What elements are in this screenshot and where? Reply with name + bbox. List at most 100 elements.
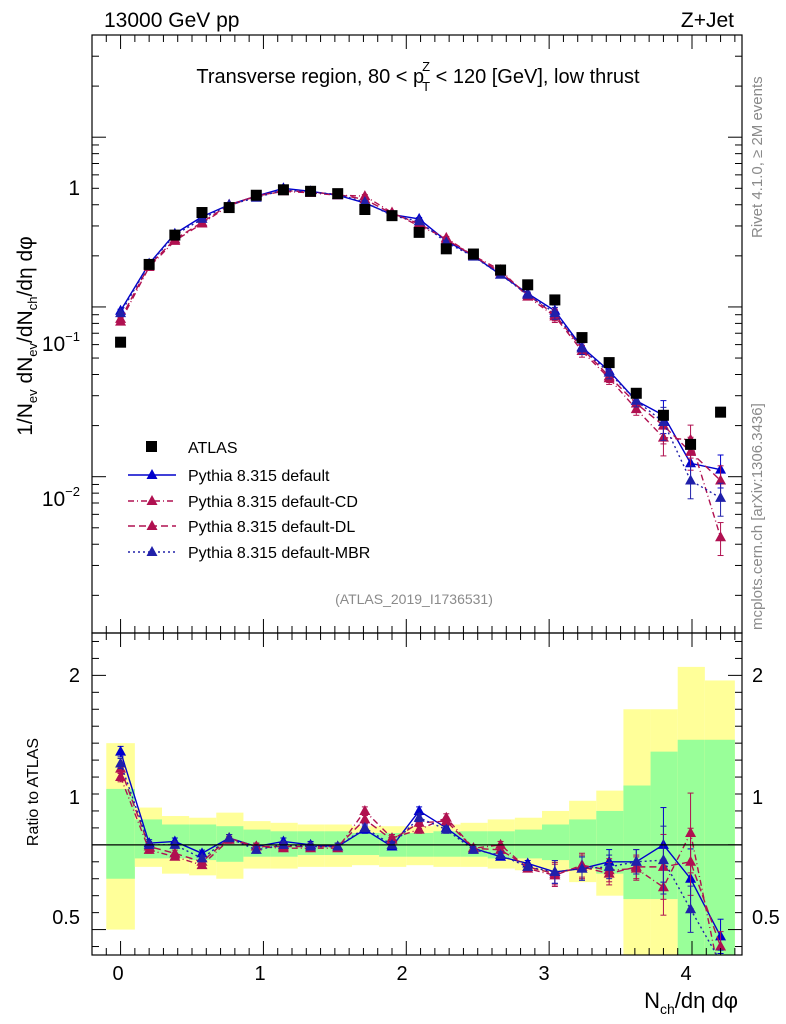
ratio-pythia-8-315-default-mbr-point-12 [440, 823, 452, 834]
legend-mbr-marker [146, 546, 158, 556]
main-atlas-point-19 [630, 387, 642, 399]
ratio-pythia-8-315-default-dl-point-9 [359, 813, 371, 824]
legend-atlas-marker [146, 441, 157, 452]
ratio-pythia-8-315-default-cd-point-0 [115, 771, 127, 782]
main-pythia-8-315-default-dl-point-0 [115, 312, 127, 323]
main-atlas-point-1 [143, 258, 155, 270]
main-atlas-point-7 [305, 185, 317, 197]
band-green-16 [542, 824, 570, 861]
legend-dl-marker [146, 520, 158, 530]
ratio-pythia-8-315-default-dl-point-2 [169, 847, 181, 858]
main-pythia-8-315-default-cd-point-22 [715, 531, 727, 542]
legend-dl-label: Pythia 8.315 default-DL [188, 519, 355, 536]
plot-title: Transverse region, 80 < pZ T < 120 [GeV],… [196, 59, 640, 94]
axis-ticks [92, 34, 742, 955]
band-green-17 [569, 819, 597, 869]
ratio-y-axis-label: Ratio to ATLAS [25, 738, 42, 846]
ratio-pythia-8-315-default-cd-point-22 [715, 974, 726, 984]
main-plot-area [115, 182, 727, 557]
x-tick-label-4: 4 [680, 963, 691, 985]
main-atlas-point-22 [715, 406, 727, 418]
main-atlas-point-2 [169, 229, 181, 241]
band-green-20 [650, 751, 678, 900]
band-green-9 [352, 832, 380, 856]
ratio-pythia-8-315-default-dl-point-12 [440, 815, 452, 826]
ratio-pythia-8-315-default-mbr-point-0 [115, 757, 127, 768]
main-atlas-point-0 [115, 336, 127, 348]
main-pythia-8-315-default-mbr-point-22 [715, 491, 727, 502]
ratio-y-tick-left-0p5: 0.5 [52, 907, 80, 929]
legend-cd-marker [146, 495, 158, 505]
main-pythia-8-315-default-mbr-point-17 [576, 342, 588, 353]
plot-title-sub: T [422, 79, 430, 94]
ratio-y-tick-left-2: 2 [69, 665, 80, 687]
main-atlas-point-21 [685, 438, 697, 450]
ratio-pythia-8-315-default-mbr-point-17 [576, 862, 588, 873]
x-tick-label-1: 1 [254, 963, 265, 985]
ratio-y-tick-right-2: 2 [752, 665, 763, 687]
ratio-pythia-8-315-default-mbr-point-21 [685, 903, 697, 914]
ratio-pythia-8-315-default-mbr-point-7 [305, 840, 317, 851]
ratio-pythia-8-315-default-mbr-point-9 [359, 821, 371, 832]
ratio-pythia-8-315-default-cd-point-9 [359, 804, 371, 815]
main-pythia-8-315-default-dl-point-22 [715, 474, 727, 485]
main-atlas-point-10 [386, 210, 398, 222]
x-tick-label-2: 2 [396, 963, 407, 985]
process-label: Z+Jet [681, 9, 734, 32]
main-atlas-point-13 [467, 248, 479, 260]
side-label-top: Rivet 4.1.0, ≥ 2M events [749, 76, 766, 238]
legend: ATLAS Pythia 8.315 default Pythia 8.315 … [128, 440, 370, 562]
ratio-pythia-8-315-default-mbr-point-19 [630, 855, 642, 866]
plot-title-suffix: < 120 [GeV], low thrust [430, 66, 640, 88]
ratio-pythia-8-315-default-mbr-point-20 [657, 854, 669, 865]
legend-atlas-label: ATLAS [188, 440, 238, 457]
main-pythia-8-315-default-mbr-point-11 [413, 215, 425, 226]
main-pythia-8-315-default-mbr-point-16 [549, 307, 561, 318]
main-atlas-point-17 [576, 332, 588, 344]
energy-label: 13000 GeV pp [104, 9, 239, 32]
ratio-pythia-8-315-default-mbr-point-4 [223, 832, 235, 843]
main-y-axis-label: 1/Nev dNev/dNch/dη dφ [14, 236, 40, 436]
main-pythia-8-315-default-dl-point-21 [685, 445, 697, 456]
band-green-0 [106, 788, 135, 879]
ratio-pythia-8-315-default-mbr-point-8 [332, 840, 344, 851]
main-atlas-point-9 [359, 204, 371, 216]
ratio-pythia-8-315-default-mbr-point-1 [143, 838, 155, 849]
band-green-19 [623, 785, 651, 900]
analysis-id: (ATLAS_2019_I1736531) [335, 591, 493, 607]
legend-cd-label: Pythia 8.315 default-CD [188, 494, 358, 511]
ratio-pythia-8-315-default-mbr-point-15 [522, 860, 534, 871]
main-atlas-point-20 [657, 409, 669, 421]
ratio-y-tick-left-1: 1 [69, 787, 80, 809]
ratio-pythia-8-315-default-mbr-point-14 [495, 849, 507, 860]
ratio-y-tick-right-1: 1 [752, 787, 763, 809]
ratio-pythia-8-315-default-mbr-point-13 [467, 843, 479, 854]
main-panel-frame [91, 34, 743, 634]
main-atlas-point-15 [522, 279, 534, 291]
main-atlas-point-18 [603, 357, 615, 369]
band-green-21 [677, 739, 705, 955]
main-atlas-point-14 [495, 264, 507, 276]
ratio-pythia-8-315-default-mbr-point-3 [196, 852, 208, 863]
main-atlas-point-3 [196, 207, 208, 219]
main-atlas-point-5 [250, 189, 262, 201]
main-pythia-8-315-default-mbr-point-18 [603, 366, 615, 377]
plot-title-prefix: Transverse region, 80 < p [196, 66, 424, 88]
ratio-pythia-8-315-default-mbr-point-11 [413, 811, 425, 822]
main-y-tick-label-1: 1 [68, 177, 80, 200]
side-label-bottom: mcplots.cern.ch [arXiv:1306.3436] [749, 403, 766, 630]
main-pythia-8-315-default-mbr-point-20 [657, 415, 669, 426]
main-pythia-8-315-default-mbr-point-15 [522, 288, 534, 299]
legend-default-label: Pythia 8.315 default [188, 468, 330, 485]
plot-title-sup: Z [422, 59, 430, 74]
ratio-pythia-8-315-default-cd-point-11 [413, 823, 425, 834]
main-pythia-8-315-default-dl-line [119, 189, 722, 481]
ratio-pythia-8-315-default-mbr-point-2 [169, 838, 181, 849]
main-pythia-8-315-default-mbr-point-21 [685, 474, 697, 485]
ratio-pythia-8-315-default-dl-point-21 [685, 855, 697, 866]
legend-mbr-label: Pythia 8.315 default-MBR [188, 545, 370, 562]
main-atlas-point-4 [223, 202, 235, 214]
ratio-plot-area [115, 745, 727, 984]
main-pythia-8-315-default-cd-line [119, 190, 722, 538]
